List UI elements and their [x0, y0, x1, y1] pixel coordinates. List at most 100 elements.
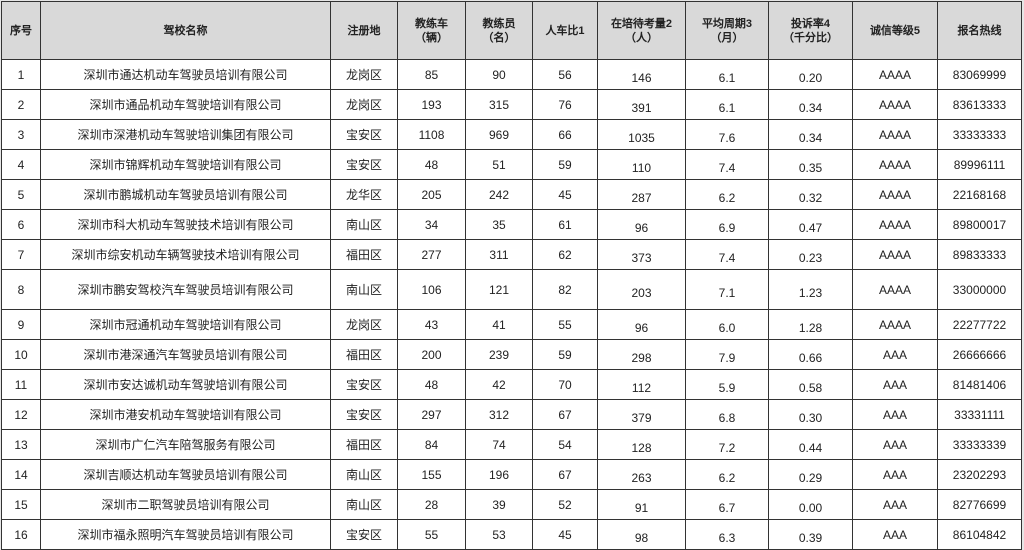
cell-hotline: 33333333 [937, 119, 1022, 150]
cell-district: 福田区 [330, 339, 398, 370]
header-index: 序号 [1, 1, 41, 60]
table-body: 1 深圳市通达机动车驾驶员培训有限公司 龙岗区 85 90 56 146 6.1 0.20 AAA… [1, 59, 1022, 550]
cell-complaint-rate: 0.44 [768, 429, 853, 460]
cell-index: 14 [1, 459, 41, 490]
cell-coach-cars: 48 [397, 149, 466, 180]
cell-avg-cycle: 6.1 [685, 59, 769, 90]
cell-avg-cycle: 6.9 [685, 209, 769, 240]
cell-coach-cars: 85 [397, 59, 466, 90]
table-row: 13 深圳市广仁汽车陪驾服务有限公司 福田区 84 74 54 128 7.2 0.44 AAA 3… [1, 429, 1022, 460]
cell-avg-cycle: 7.4 [685, 149, 769, 180]
cell-coaches: 311 [465, 239, 533, 270]
cell-complaint-rate: 0.20 [768, 59, 853, 90]
cell-pending-exam: 263 [597, 459, 686, 490]
cell-pending-exam: 373 [597, 239, 686, 270]
cell-ratio: 76 [532, 89, 598, 120]
cell-credit-level: AAA [852, 489, 938, 520]
cell-school-name: 深圳吉顺达机动车驾驶员培训有限公司 [40, 459, 331, 490]
cell-index: 1 [1, 59, 41, 90]
cell-coaches: 90 [465, 59, 533, 90]
cell-coaches: 312 [465, 399, 533, 430]
table-row: 2 深圳市通品机动车驾驶培训有限公司 龙岗区 193 315 76 391 6.1 0.34 AA… [1, 89, 1022, 120]
cell-pending-exam: 91 [597, 489, 686, 520]
cell-ratio: 82 [532, 269, 598, 310]
cell-hotline: 23202293 [937, 459, 1022, 490]
cell-avg-cycle: 6.8 [685, 399, 769, 430]
cell-credit-level: AAA [852, 399, 938, 430]
cell-coach-cars: 193 [397, 89, 466, 120]
header-credit-level: 诚信等级5 [852, 1, 938, 60]
cell-complaint-rate: 0.34 [768, 89, 853, 120]
cell-school-name: 深圳市二职驾驶员培训有限公司 [40, 489, 331, 520]
cell-complaint-rate: 1.28 [768, 309, 853, 340]
cell-district: 龙岗区 [330, 309, 398, 340]
cell-coaches: 239 [465, 339, 533, 370]
cell-hotline: 89996111 [937, 149, 1022, 180]
table-row: 10 深圳市港深通汽车驾驶员培训有限公司 福田区 200 239 59 298 7.9 0.66… [1, 339, 1022, 370]
cell-credit-level: AAA [852, 339, 938, 370]
cell-credit-level: AAAA [852, 269, 938, 310]
table-row: 15 深圳市二职驾驶员培训有限公司 南山区 28 39 52 91 6.7 0.00 AAA 827… [1, 489, 1022, 520]
cell-index: 15 [1, 489, 41, 520]
table-row: 3 深圳市深港机动车驾驶培训集团有限公司 宝安区 1108 969 66 1035 7.6 0.… [1, 119, 1022, 150]
cell-credit-level: AAAA [852, 59, 938, 90]
cell-ratio: 52 [532, 489, 598, 520]
cell-coach-cars: 205 [397, 179, 466, 210]
header-text: 平均周期3 [701, 17, 753, 30]
cell-coach-cars: 200 [397, 339, 466, 370]
header-district: 注册地 [330, 1, 398, 60]
cell-index: 13 [1, 429, 41, 460]
cell-credit-level: AAA [852, 369, 938, 400]
cell-avg-cycle: 6.2 [685, 459, 769, 490]
cell-complaint-rate: 0.35 [768, 149, 853, 180]
cell-index: 9 [1, 309, 41, 340]
cell-hotline: 22168168 [937, 179, 1022, 210]
cell-ratio: 54 [532, 429, 598, 460]
header-ratio: 人车比1 [532, 1, 598, 60]
cell-coach-cars: 84 [397, 429, 466, 460]
cell-coach-cars: 34 [397, 209, 466, 240]
cell-complaint-rate: 0.23 [768, 239, 853, 270]
cell-school-name: 深圳市通达机动车驾驶员培训有限公司 [40, 59, 331, 90]
cell-hotline: 89800017 [937, 209, 1022, 240]
header-text: 教练员 [482, 17, 516, 30]
cell-coaches: 51 [465, 149, 533, 180]
cell-coach-cars: 55 [397, 519, 466, 550]
cell-pending-exam: 391 [597, 89, 686, 120]
cell-credit-level: AAAA [852, 309, 938, 340]
cell-complaint-rate: 0.00 [768, 489, 853, 520]
table-row: 6 深圳市科大机动车驾驶技术培训有限公司 南山区 34 35 61 96 6.9 0.47 AAA… [1, 209, 1022, 240]
cell-coaches: 42 [465, 369, 533, 400]
table-row: 1 深圳市通达机动车驾驶员培训有限公司 龙岗区 85 90 56 146 6.1 0.20 AAA… [1, 59, 1022, 90]
cell-index: 3 [1, 119, 41, 150]
header-text: （月） [710, 31, 744, 44]
cell-avg-cycle: 6.2 [685, 179, 769, 210]
cell-coaches: 53 [465, 519, 533, 550]
cell-district: 南山区 [330, 269, 398, 310]
cell-coach-cars: 43 [397, 309, 466, 340]
header-school-name: 驾校名称 [40, 1, 331, 60]
header-text: 驾校名称 [163, 24, 208, 37]
cell-coach-cars: 28 [397, 489, 466, 520]
cell-coach-cars: 277 [397, 239, 466, 270]
cell-index: 16 [1, 519, 41, 550]
cell-index: 11 [1, 369, 41, 400]
cell-avg-cycle: 6.0 [685, 309, 769, 340]
cell-district: 宝安区 [330, 369, 398, 400]
header-text: 投诉率4 [790, 17, 831, 30]
cell-index: 2 [1, 89, 41, 120]
cell-school-name: 深圳市冠通机动车驾驶培训有限公司 [40, 309, 331, 340]
cell-pending-exam: 96 [597, 209, 686, 240]
header-text: （人） [625, 31, 658, 44]
cell-index: 12 [1, 399, 41, 430]
cell-complaint-rate: 0.47 [768, 209, 853, 240]
cell-coaches: 35 [465, 209, 533, 240]
cell-hotline: 86104842 [937, 519, 1022, 550]
cell-index: 5 [1, 179, 41, 210]
cell-hotline: 33331111 [937, 399, 1022, 430]
cell-district: 龙华区 [330, 179, 398, 210]
cell-school-name: 深圳市深港机动车驾驶培训集团有限公司 [40, 119, 331, 150]
cell-avg-cycle: 6.7 [685, 489, 769, 520]
table-row: 16 深圳市福永照明汽车驾驶员培训有限公司 宝安区 55 53 45 98 6.3 0.39 AA… [1, 519, 1022, 550]
header-hotline: 报名热线 [937, 1, 1022, 60]
